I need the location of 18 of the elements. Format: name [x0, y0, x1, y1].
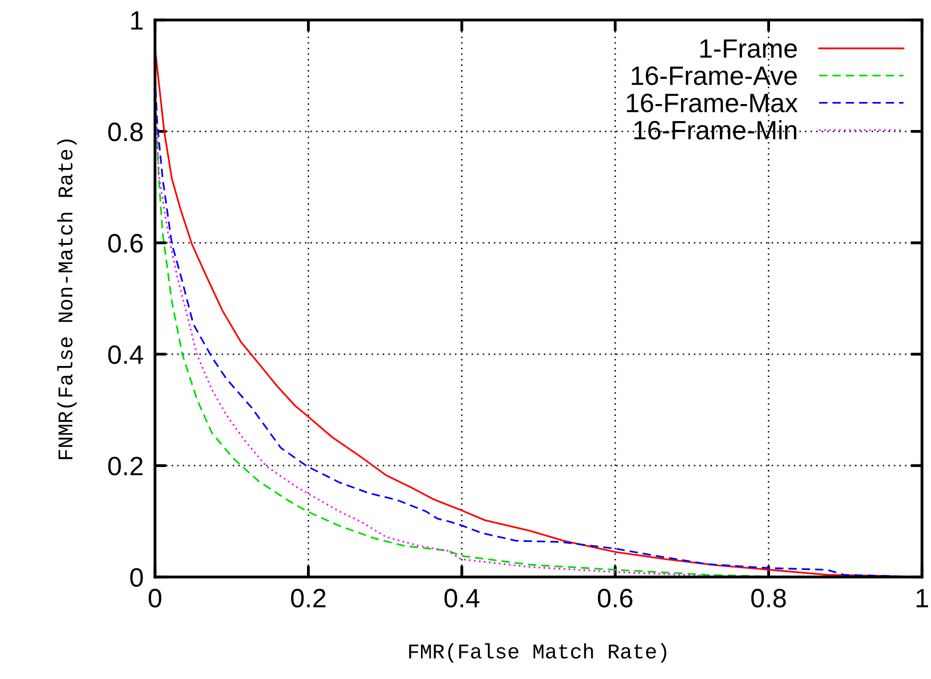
x-tick-label: 0 — [148, 588, 162, 608]
x-tick-label: 0.8 — [751, 588, 786, 608]
x-tick-label: 0.6 — [598, 588, 632, 608]
y-tick-label: 0 — [130, 568, 143, 587]
y-axis-title: FNMR(False Non-Match Rate) — [57, 139, 77, 460]
legend-label: 1-Frame — [700, 39, 797, 58]
legend-label: 16-Frame-Max — [626, 94, 798, 112]
y-tick-label: 0.2 — [108, 456, 143, 476]
x-axis-title: FMR(False Match Rate) — [409, 643, 666, 663]
x-tick-label: 0.2 — [291, 588, 326, 608]
y-tick-label: 0.6 — [108, 234, 143, 253]
y-tick-label: 0.8 — [108, 122, 143, 142]
x-tick-label: 0.4 — [444, 588, 480, 608]
y-tick-label: 0.4 — [108, 345, 144, 364]
y-tick-label: 1 — [131, 11, 143, 30]
x-tick-label: 1 — [916, 589, 928, 608]
legend-label: 16-Frame-Min — [634, 120, 796, 140]
legend-label: 16-Frame-Ave — [632, 66, 797, 86]
